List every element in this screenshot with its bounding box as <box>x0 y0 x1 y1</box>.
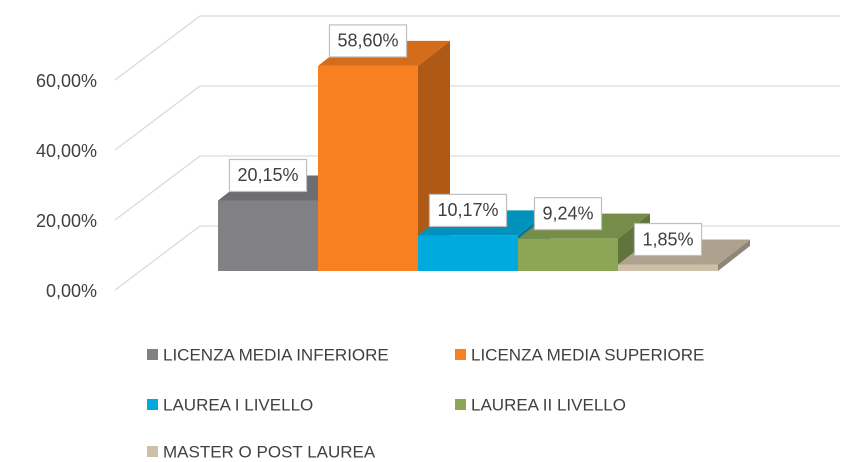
grid-line <box>114 225 201 291</box>
y-tick-label: 20,00% <box>36 211 97 231</box>
y-tick-label: 40,00% <box>36 141 97 161</box>
legend-label: LAUREA II LIVELLO <box>471 395 626 414</box>
legend-swatch <box>147 446 158 457</box>
legend-label: MASTER O POST LAUREA <box>163 442 376 461</box>
grid-line <box>114 155 201 221</box>
value-label-box <box>428 193 508 228</box>
grid-line <box>114 85 201 151</box>
bar <box>618 264 718 271</box>
bar-side <box>718 239 750 271</box>
value-label-box <box>328 24 408 58</box>
legend-label: LICENZA MEDIA INFERIORE <box>163 345 389 364</box>
bar <box>318 65 418 272</box>
legend-swatch <box>455 349 466 360</box>
value-label: 10,17% <box>437 200 498 220</box>
value-label-box <box>533 197 603 231</box>
bar <box>418 235 518 271</box>
legend-label: LAUREA I LIVELLO <box>163 395 313 414</box>
value-label: 1,85% <box>642 229 693 249</box>
legend-label: LICENZA MEDIA SUPERIORE <box>471 345 704 364</box>
y-tick-label: 0,00% <box>46 281 97 301</box>
legend-swatch <box>147 399 158 410</box>
value-label: 20,15% <box>237 165 298 185</box>
value-label-box <box>228 158 308 193</box>
value-label: 9,24% <box>542 203 593 223</box>
legend-swatch <box>455 399 466 410</box>
bar <box>518 238 618 271</box>
bar <box>218 200 318 271</box>
value-label-box <box>633 222 703 257</box>
legend-swatch <box>147 349 158 360</box>
grid-line <box>114 15 201 81</box>
value-label: 58,60% <box>337 31 398 51</box>
y-tick-label: 60,00% <box>36 71 97 91</box>
